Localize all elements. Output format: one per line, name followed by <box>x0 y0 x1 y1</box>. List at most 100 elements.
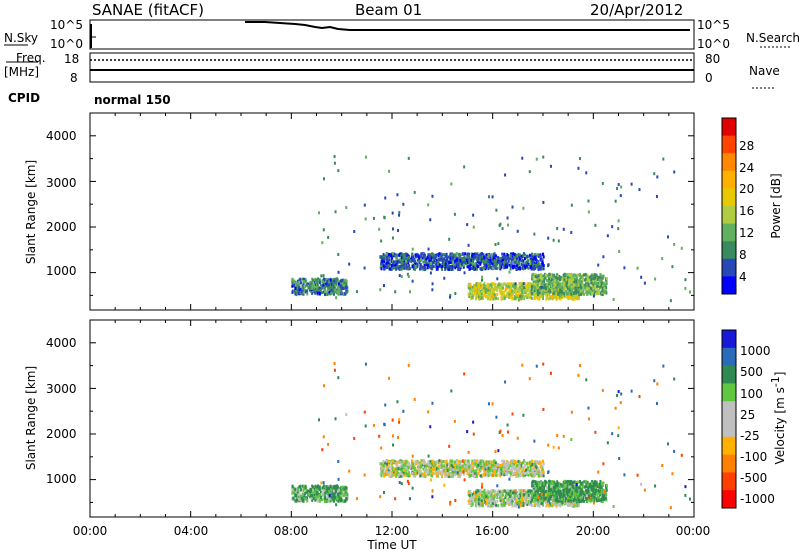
power-echo-point <box>333 284 336 288</box>
power-echo-point <box>407 261 410 265</box>
power-echo-point <box>518 253 521 257</box>
power-echo-point <box>536 275 539 279</box>
power-echo-point <box>549 273 552 277</box>
power-echo-point <box>447 265 450 269</box>
power-echo-point <box>503 266 506 270</box>
velocity-echo-point <box>558 501 561 505</box>
velocity-echo-point <box>322 488 325 492</box>
power-echo-point <box>322 228 325 232</box>
freq-panel: Freq. [MHz] 18 8 80 0 Nave <box>4 51 780 89</box>
power-echo-point <box>431 282 434 286</box>
power-echo-point <box>548 272 551 276</box>
power-echo-point <box>331 284 334 288</box>
power-echo-point <box>500 265 503 269</box>
power-echo-point <box>300 281 303 285</box>
velocity-echo-point <box>533 496 536 500</box>
power-echo-point <box>514 282 517 286</box>
power-echo-point <box>519 257 522 261</box>
velocity-echo-point <box>568 482 571 486</box>
power-echo-point <box>527 286 530 290</box>
power-echo-point <box>321 291 324 295</box>
velocity-echo-point <box>509 464 512 468</box>
power-echo-point <box>586 276 589 280</box>
power-echo-point <box>495 287 498 291</box>
power-echo-point <box>531 277 534 281</box>
power-echo-point <box>444 265 447 269</box>
power-echo-point <box>409 290 412 294</box>
velocity-echo-point <box>334 495 337 499</box>
power-echo-point <box>344 278 347 282</box>
power-echo-point <box>315 278 318 282</box>
power-echo-point <box>579 283 582 287</box>
power-echo-point <box>493 283 496 287</box>
power-echo-point <box>580 289 583 293</box>
power-echo-point <box>513 297 516 301</box>
velocity-echo-point <box>599 485 602 489</box>
velocity-echo-point <box>468 496 471 500</box>
power-echo-point <box>493 287 496 291</box>
power-echo-point <box>400 275 403 279</box>
power-echo-point <box>561 292 564 296</box>
velocity-echo-point <box>311 485 314 489</box>
velocity-echo-point <box>605 493 608 497</box>
velocity-echo-point <box>479 498 482 502</box>
power-echo-point <box>505 258 508 262</box>
velocity-echo-point <box>324 491 327 495</box>
velocity-echo-point <box>317 484 320 488</box>
power-echo-point <box>594 282 597 286</box>
velocity-echo-point <box>471 496 474 500</box>
velocity-echo-point <box>568 488 571 492</box>
power-echo-point <box>541 282 544 286</box>
power-echo-point <box>550 277 553 281</box>
power-echo-point <box>570 285 573 289</box>
power-echo-point <box>444 262 447 266</box>
velocity-echo-point <box>467 491 470 495</box>
velocity-echo-point <box>471 500 474 504</box>
power-echo-point <box>400 256 403 260</box>
velocity-echo-point <box>569 485 572 489</box>
power-echo-point <box>542 292 545 296</box>
power-echo-point <box>507 282 510 286</box>
velocity-echo-point <box>511 504 514 508</box>
power-echo-point <box>569 294 572 298</box>
power-echo-point <box>315 285 318 289</box>
velocity-echo-point <box>575 495 578 499</box>
power-echo-point <box>298 291 301 295</box>
power-echo-point <box>491 266 494 270</box>
power-echo-point <box>425 263 428 267</box>
velocity-echo-point <box>596 491 599 495</box>
power-echo-point <box>601 274 604 278</box>
velocity-echo-point <box>574 493 577 497</box>
power-echo-point <box>484 290 487 294</box>
velocity-echo-point <box>480 499 483 503</box>
velocity-echo-point <box>587 498 590 502</box>
power-echo-point <box>381 259 384 263</box>
velocity-echo-point <box>477 498 480 502</box>
velocity-echo-point <box>522 459 525 463</box>
power-echo-point <box>585 283 588 287</box>
power-echo-point <box>588 289 591 293</box>
power-echo-point <box>477 256 480 260</box>
power-echo-point <box>538 297 541 301</box>
power-echo-point <box>593 276 596 280</box>
power-echo-point <box>535 259 538 263</box>
velocity-echo-point <box>549 486 552 490</box>
velocity-echo-point <box>538 504 541 508</box>
velocity-echo-point <box>579 480 582 484</box>
velocity-echo-point <box>320 492 323 496</box>
power-echo-point <box>526 286 529 290</box>
power-echo-point <box>569 273 572 277</box>
power-echo-point <box>451 267 454 271</box>
velocity-echo-point <box>544 497 547 501</box>
velocity-echo-point <box>586 499 589 503</box>
velocity-echo-point <box>547 482 550 486</box>
power-echo-point <box>318 211 321 215</box>
velocity-echo-point <box>326 490 329 494</box>
power-echo-point <box>342 286 345 290</box>
power-echo-point <box>522 290 525 294</box>
power-echo-point <box>536 291 539 295</box>
velocity-echo-point <box>556 503 559 507</box>
power-echo-point <box>459 264 462 268</box>
velocity-echo-point <box>330 493 333 497</box>
power-echo-point <box>630 182 633 186</box>
